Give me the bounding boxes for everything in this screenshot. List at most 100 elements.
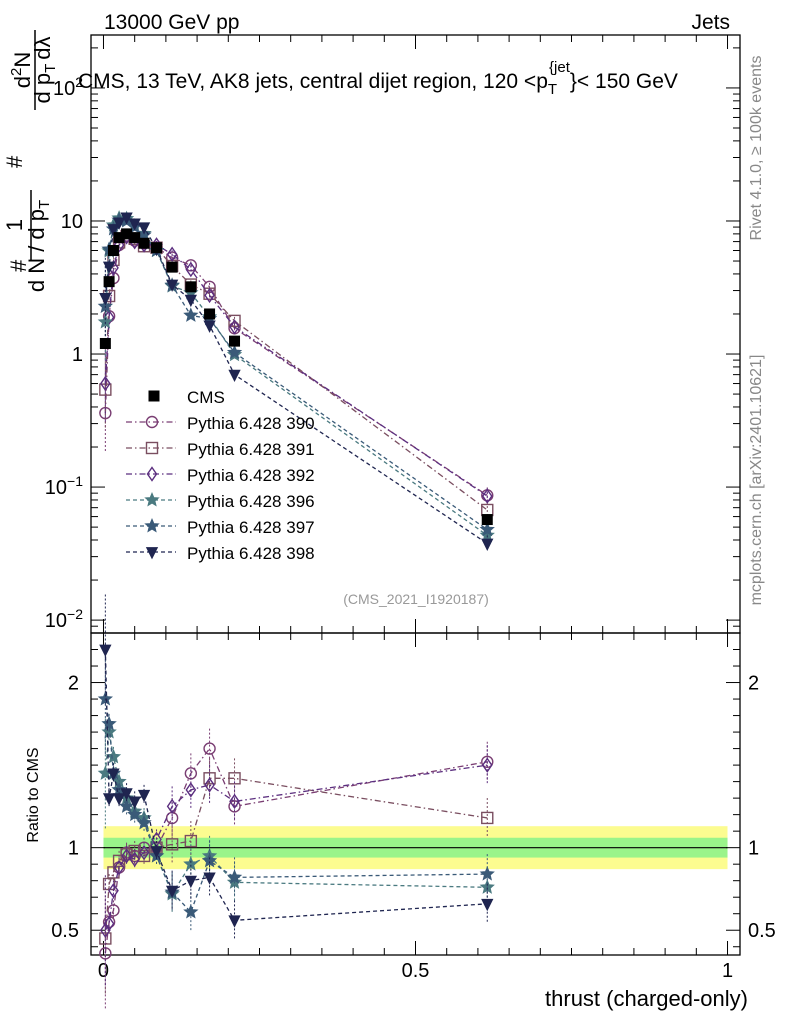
ratio-point [120,788,133,801]
y-tick-label: 10−2 [45,606,83,632]
ratio-point [150,846,163,859]
data-point [183,307,199,322]
ratio-point [481,898,494,912]
y-tick-label: 10−1 [45,473,83,499]
ratio-point [113,859,125,876]
ratio-point [203,872,216,885]
y-label-denominator-2: d pTdλ [30,36,59,103]
ratio-point [99,644,112,657]
legend-label: Pythia 6.428 398 [187,544,315,563]
ratio-point [481,757,493,773]
cms-data-point [107,244,119,256]
ratio-point [107,904,120,917]
y-label-hash: # [6,259,31,272]
ratio-point [228,915,241,928]
y-tick-label: 102 [53,74,83,100]
x-tick-label: 0 [98,960,109,982]
ratio-plot-panel: 0 0.5 1 0.5 0.5 1 1 2 2 [51,594,776,1009]
ratio-point [112,793,126,806]
ratio-point [101,715,117,731]
ratio-y-tick-label-right: 0.5 [748,920,776,942]
ratio-point [165,885,179,898]
data-point [97,298,114,313]
cms-data-point [204,308,216,320]
cms-data-point [185,281,197,293]
series-392-ratio [100,745,493,986]
data-point [226,344,243,360]
analysis-id-label: (CMS_2021_I1920187) [343,591,489,607]
y-label-hash-2: # [2,155,27,168]
data-point [97,313,114,329]
legend-label: Pythia 6.428 397 [187,518,315,537]
y-tick-label: 1 [72,344,83,366]
ratio-point [203,772,216,785]
cms-data-point [121,228,133,240]
legend-marker [146,466,158,482]
data-point [479,521,495,537]
ratio-point [138,844,150,861]
cms-data-point [99,337,111,349]
legend-label: Pythia 6.428 396 [187,492,315,511]
ratio-y-tick-label: 1 [68,838,79,860]
series-390-main [99,229,494,504]
data-point [204,287,215,304]
cms-data-point [103,276,115,288]
ratio-point [184,875,197,889]
data-point [165,279,179,292]
data-point [102,261,116,274]
series-397-main [97,212,495,538]
ratio-point [97,691,114,706]
x-tick-label: 0.5 [402,960,430,982]
data-point [137,222,151,235]
ratio-point [129,851,141,867]
header-energy-label: 13000 GeV pp [104,11,239,34]
ratio-point [166,798,178,815]
ratio-point [479,866,495,881]
header-jets-label: Jets [691,11,730,34]
data-point [112,217,126,230]
legend-marker-cms [148,390,160,402]
data-point [100,375,111,392]
ratio-point [481,811,494,825]
series-398-ratio-line [104,649,488,921]
ratio-point [102,793,116,806]
data-point [481,488,493,504]
legend-label: Pythia 6.428 390 [187,414,315,433]
y-axis-label: # 1 d N / d pT # d2N d pTdλ [2,30,59,292]
cms-data-point [166,261,178,273]
y-label-denominator: d N / d pT [24,200,53,292]
legend-marker [145,415,159,429]
legend-label-cms: CMS [187,388,225,407]
ratio-point [184,834,198,848]
legend-marker [145,547,159,560]
ratio-y-tick-label: 2 [68,673,79,695]
data-point [481,538,494,551]
ratio-point [228,800,241,813]
series-398-main [99,212,494,552]
ratio-point [121,848,132,864]
data-point [185,261,197,278]
ratio-point [118,798,135,813]
data-point [128,218,141,231]
data-point [120,212,133,225]
ratio-point [108,882,119,899]
ratio-point [128,796,141,809]
ratio-point [201,852,218,868]
ratio-y-axis-label: Ratio to CMS [25,747,42,842]
legend-marker [144,491,160,507]
data-point [184,294,197,308]
cms-data-point [481,514,493,526]
plot-title: CMS, 13 TeV, AK8 jets, central dijet reg… [78,59,678,98]
cms-data-point [138,237,150,249]
ratio-point [229,793,240,810]
ratio-point [203,742,216,755]
ratio-point [107,768,120,781]
data-point [166,246,178,262]
data-point [103,309,115,325]
ratio-point [226,869,243,884]
series-397-ratio-line [104,698,488,914]
ratio-point [183,904,199,919]
legend-marker [144,517,160,533]
mcplots-label: mcplots.cern.ch [arXiv:2401.10621] [748,355,765,606]
